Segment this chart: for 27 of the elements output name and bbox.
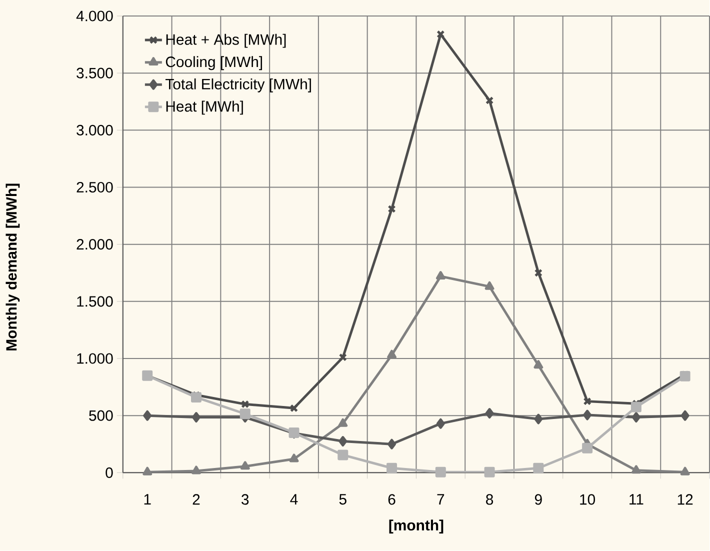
x-tick-label: 9 <box>534 494 542 505</box>
y-tick-label: 500 <box>89 410 113 422</box>
y-tick-label: 1.500 <box>77 296 113 307</box>
legend-label: Cooling [MWh] <box>166 56 262 70</box>
x-axis-title: [month] <box>389 520 444 534</box>
x-tick-label: 7 <box>437 494 444 505</box>
y-tick-label: 1.000 <box>77 353 113 364</box>
y-axis-title: Monthly demand [MWh] <box>6 184 20 351</box>
x-tick-label: 6 <box>388 494 396 505</box>
y-tick-label: 2.000 <box>76 239 113 250</box>
x-tick-label: 4 <box>290 494 298 505</box>
x-tick-label: 5 <box>339 494 346 505</box>
y-tick-label: 4.000 <box>76 10 113 22</box>
legend-label: Total Electricity [MWh] <box>166 78 311 93</box>
y-tick-label: 2.500 <box>76 182 113 193</box>
y-tick-label: 0 <box>106 468 113 478</box>
x-tick-label: 10 <box>580 494 596 505</box>
x-tick-label: 8 <box>486 494 494 505</box>
x-tick-label: 3 <box>242 494 249 505</box>
y-tick-label: 3.000 <box>76 125 113 136</box>
x-tick-label: 2 <box>192 494 200 505</box>
x-tick-label: 12 <box>678 494 693 505</box>
x-tick-label: 11 <box>630 494 644 505</box>
legend-label: Heat + Abs [MWh] <box>166 34 286 48</box>
x-tick-label: 1 <box>144 494 151 505</box>
y-tick-label: 3.500 <box>76 68 113 79</box>
legend-label: Heat [MWh] <box>166 100 243 115</box>
